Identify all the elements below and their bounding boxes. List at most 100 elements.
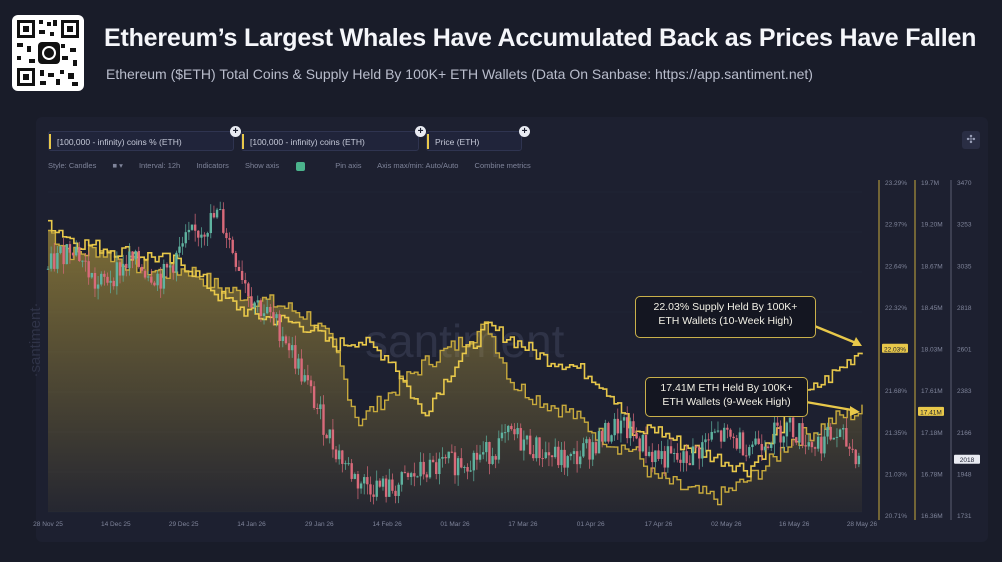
price-candle (594, 442, 598, 454)
price-candle (569, 453, 573, 457)
y-tick-label: 16.78M (921, 471, 943, 478)
price-candle (735, 438, 738, 449)
color-select[interactable]: ■ ▾ (112, 161, 123, 170)
price-candle (679, 459, 682, 463)
price-candle (125, 263, 128, 269)
price-candle (582, 443, 585, 457)
price-candle (660, 451, 663, 459)
y-tick-label: 2601 (957, 347, 972, 354)
metric-chip-supply-pct[interactable]: [100,000 - infinity) coins % (ETH) (48, 131, 234, 151)
price-candle (557, 446, 560, 466)
x-tick-label: 28 May 26 (847, 521, 878, 528)
price-candle (469, 470, 472, 472)
combine-metrics-button[interactable]: Combine metrics (474, 161, 531, 170)
price-candle (416, 476, 419, 478)
y-tick-label: 22.97% (885, 222, 907, 229)
price-candle (431, 459, 435, 463)
price-candle (779, 425, 782, 443)
price-candle (763, 446, 767, 451)
pin-axis-toggle[interactable]: Pin axis (335, 161, 362, 170)
add-metric-icon[interactable]: + (519, 126, 530, 137)
price-candle (553, 446, 557, 458)
price-candle (851, 448, 854, 450)
price-candle (535, 437, 538, 459)
price-candle (203, 234, 206, 237)
price-candle (726, 427, 729, 430)
axis-minmax-select[interactable]: Axis max/min: Auto/Auto (377, 161, 459, 170)
price-candle (528, 435, 532, 455)
price-candle (231, 239, 234, 253)
callout-arrow-head (852, 337, 862, 346)
price-candle (46, 268, 50, 270)
price-candle (225, 232, 228, 239)
price-candle (600, 430, 604, 442)
current-value-label: 2018 (960, 457, 975, 464)
price-candle (347, 463, 350, 465)
metric-chip-price[interactable]: Price (ETH) (426, 131, 522, 151)
price-candle (112, 280, 115, 287)
price-candle (669, 446, 673, 454)
price-candle (488, 442, 491, 464)
price-candle (773, 422, 776, 444)
x-tick-label: 01 Apr 26 (577, 521, 605, 528)
metric-chip-coins[interactable]: [100,000 - infinity) coins (ETH) (241, 131, 419, 151)
style-select[interactable]: Style: Candles (48, 161, 97, 170)
remove-metric-icon[interactable]: + (230, 126, 241, 137)
price-candle (732, 436, 735, 439)
y-tick-label: 22.64% (885, 263, 907, 270)
price-candle (128, 251, 131, 269)
callout-coins-high: 17.41M ETH Held By 100K+ ETH Wallets (9-… (645, 377, 808, 417)
remove-metric-icon[interactable]: + (415, 126, 426, 137)
interval-select[interactable]: Interval: 12h (138, 161, 181, 170)
price-candle (550, 455, 554, 458)
price-candle (607, 422, 610, 442)
price-candle (49, 253, 53, 269)
price-candle (403, 472, 407, 474)
y-tick-label: 19.7M (921, 180, 939, 187)
price-candle (651, 451, 654, 463)
price-candle (622, 417, 626, 421)
price-candle (262, 313, 266, 317)
price-candle (719, 430, 723, 442)
price-candle (820, 436, 823, 454)
current-value-marker (954, 454, 980, 464)
price-candle (816, 436, 820, 449)
metric-color-indicator (242, 134, 244, 149)
price-candle (53, 253, 56, 269)
x-tick-label: 14 Feb 26 (373, 521, 403, 528)
price-candle (265, 306, 269, 314)
price-candle (359, 483, 363, 489)
metric-label: [100,000 - infinity) coins % (ETH) (57, 137, 182, 147)
price-candle (579, 456, 582, 465)
price-candle (300, 358, 303, 382)
price-candle (425, 474, 429, 478)
price-candle (190, 224, 194, 230)
price-candle (115, 262, 119, 287)
price-candle (560, 449, 563, 466)
y-tick-label: 21.68% (885, 388, 907, 395)
price-candle (356, 474, 360, 489)
price-candle (538, 437, 541, 459)
price-candle (657, 450, 660, 459)
settings-icon[interactable]: ✣ (962, 131, 980, 149)
price-candle (384, 478, 388, 497)
y-tick-label: 17.61M (921, 388, 943, 395)
price-candle (400, 472, 403, 485)
price-candle (187, 229, 191, 233)
show-axis-toggle[interactable]: Show axis (245, 161, 319, 171)
price-candle (478, 454, 482, 460)
price-candle (369, 484, 372, 495)
price-candle (776, 422, 779, 426)
price-candle (835, 436, 839, 438)
price-candle (109, 280, 112, 283)
price-candle (234, 252, 238, 267)
price-candle (629, 421, 632, 439)
y-tick-label: 21.35% (885, 430, 907, 437)
price-candle (284, 336, 288, 344)
price-candle (575, 451, 579, 465)
callout-line: ETH Wallets (10-Week High) (658, 315, 793, 327)
price-candle (845, 427, 848, 447)
price-candle (228, 238, 231, 240)
price-candle (184, 232, 187, 244)
indicators-button[interactable]: Indicators (196, 161, 229, 170)
